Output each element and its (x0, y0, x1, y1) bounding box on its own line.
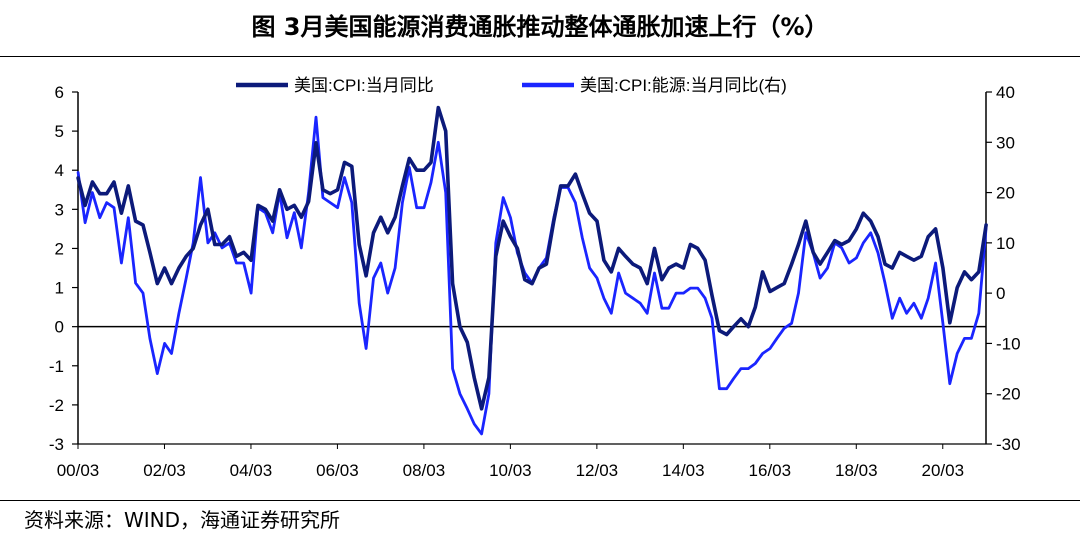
right-axis-tick-label: 20 (996, 184, 1015, 203)
cpi-series-line (76, 105, 988, 411)
x-axis-tick-label: 20/03 (921, 461, 964, 480)
left-axis-tick-label: 6 (55, 83, 64, 102)
right-axis-tick-label: 10 (996, 234, 1015, 253)
left-axis-tick-label: 1 (55, 279, 64, 298)
legend: 美国:CPI:当月同比 美国:CPI:能源:当月同比(右) (236, 76, 787, 95)
source-note: 资料来源：WIND，海通证券研究所 (24, 508, 341, 532)
x-axis-tick-label: 12/03 (576, 461, 619, 480)
right-axis-tick-label: 30 (996, 133, 1015, 152)
top-divider (0, 56, 1080, 57)
left-axis-tick-label: -1 (49, 357, 64, 376)
right-axis-tick-label: 40 (996, 83, 1015, 102)
left-axis-tick-label: 0 (55, 318, 64, 337)
left-axis-tick-label: -3 (49, 435, 64, 454)
x-axis-tick-label: 16/03 (749, 461, 792, 480)
x-axis-tick-label: 10/03 (489, 461, 532, 480)
x-axis-tick-label: 00/03 (57, 461, 100, 480)
series-lines (76, 105, 988, 436)
right-axis-tick-label: -10 (996, 334, 1021, 353)
legend-label-cpi: 美国:CPI:当月同比 (294, 76, 434, 95)
x-axis-tick-label: 02/03 (143, 461, 186, 480)
chart-title: 图 3月美国能源消费通胀推动整体通胀加速上行（%） (251, 13, 829, 41)
left-axis-tick-label: 5 (55, 122, 64, 141)
right-axis-tick-label: -20 (996, 385, 1021, 404)
x-axis-tick-label: 18/03 (835, 461, 878, 480)
bottom-divider (0, 500, 1080, 501)
left-axis-tick-label: 4 (55, 161, 64, 180)
energy-series-line (76, 115, 988, 436)
left-axis-tick-label: -2 (49, 396, 64, 415)
x-axis-tick-label: 14/03 (662, 461, 705, 480)
x-axis-tick-label: 04/03 (230, 461, 273, 480)
left-axis-tick-label: 3 (55, 200, 64, 219)
x-axis-tick-label: 08/03 (403, 461, 446, 480)
legend-label-energy: 美国:CPI:能源:当月同比(右) (580, 76, 787, 95)
x-axis-tick-label: 06/03 (316, 461, 359, 480)
left-axis-tick-label: 2 (55, 239, 64, 258)
right-axis-tick-label: -30 (996, 435, 1021, 454)
right-axis-tick-label: 0 (996, 284, 1005, 303)
